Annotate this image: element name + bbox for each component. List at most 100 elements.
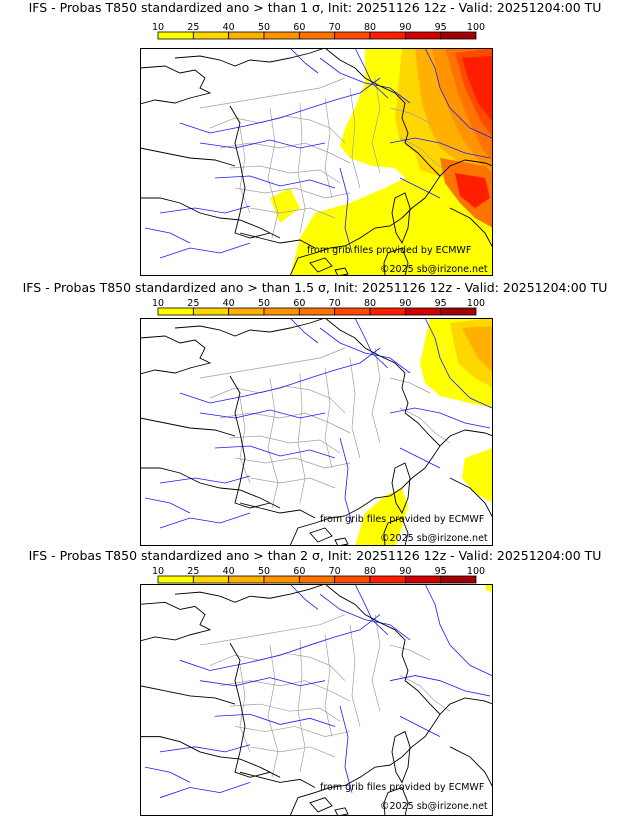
coastline: [309, 257, 333, 273]
colorbar-tick-label: 50: [258, 298, 270, 309]
colorbar-tick-label: 80: [364, 566, 376, 577]
coastline: [309, 527, 333, 543]
admin-border: [399, 675, 451, 712]
coastline: [334, 537, 349, 546]
colorbar-tick-label: 80: [364, 22, 376, 33]
coastline: [309, 797, 333, 813]
colorbar-tick-label: 60: [293, 22, 305, 33]
river-line: [399, 177, 441, 199]
panel-title: IFS - Probas T850 standardized ano > tha…: [28, 0, 602, 15]
coastline: [404, 680, 441, 715]
river-line: [159, 744, 251, 753]
map-panel-1: IFS - Probas T850 standardized ano > tha…: [0, 0, 630, 276]
river-line: [159, 512, 251, 529]
colorbar-tick-label: 50: [258, 22, 270, 33]
admin-border: [209, 115, 346, 144]
coastline: [140, 335, 212, 375]
colorbar-tick-label: 40: [223, 298, 235, 309]
colorbar-swatch: [440, 31, 477, 40]
admin-border: [219, 680, 351, 702]
coastline: [383, 517, 409, 546]
coastline: [140, 417, 236, 437]
coastline: [239, 771, 316, 788]
coastline: [404, 142, 441, 177]
admin-border: [229, 703, 341, 722]
coastline: [449, 477, 493, 519]
river-line: [354, 584, 389, 636]
colorbar-tick-label: 95: [435, 566, 447, 577]
river-line: [214, 445, 336, 459]
colorbar-swatch: [440, 307, 477, 316]
river-line: [399, 447, 441, 469]
colorbar: 10 25 40 50 60 70 80 90 95 100: [152, 566, 485, 584]
coastline: [140, 65, 212, 105]
coastline: [229, 105, 271, 239]
coastline: [289, 756, 403, 817]
river-line: [144, 227, 191, 244]
coastline: [229, 642, 271, 778]
admin-border: [297, 639, 306, 773]
river-line: [289, 318, 319, 344]
copyright-credit: ©2025 sb@irizone.net: [380, 801, 488, 812]
probability-area: [462, 448, 493, 503]
colorbar-tick-label: 95: [435, 298, 447, 309]
admin-border: [229, 435, 341, 454]
colorbar-tick-label: 10: [152, 22, 164, 33]
admin-border: [249, 746, 336, 758]
probability-map: [140, 318, 493, 546]
admin-border: [324, 634, 333, 737]
colorbar-tick-label: 25: [187, 298, 199, 309]
river-line: [319, 57, 411, 104]
river-line: [424, 48, 493, 139]
river-line: [319, 593, 411, 641]
colorbar-tick-label: 90: [399, 298, 411, 309]
admin-border: [389, 107, 431, 124]
coastline: [140, 467, 281, 509]
colorbar-tick-label: 90: [399, 566, 411, 577]
coastline: [239, 502, 316, 519]
coastline: [140, 601, 212, 642]
admin-border: [349, 87, 361, 189]
admin-border: [209, 652, 346, 681]
river-line: [199, 409, 326, 419]
admin-border: [267, 107, 279, 239]
probability-area: [485, 584, 493, 593]
river-line: [339, 706, 353, 793]
coastline: [140, 147, 236, 167]
admin-border: [199, 77, 346, 109]
coastline: [449, 207, 493, 249]
admin-border: [399, 137, 451, 174]
admin-border: [249, 207, 336, 219]
coastline: [391, 192, 411, 245]
river-line: [354, 48, 389, 99]
admin-border: [234, 726, 351, 737]
source-credit: from grib files provided by ECMWF: [320, 782, 485, 793]
coastline: [383, 247, 409, 276]
river-line: [159, 475, 251, 484]
probability-area: [270, 188, 300, 223]
coastline: [391, 730, 411, 784]
admin-border: [239, 397, 251, 484]
river-line: [389, 675, 491, 697]
coastline: [174, 318, 326, 337]
coastline: [401, 429, 493, 489]
coastline: [174, 48, 326, 67]
coastline: [404, 412, 441, 447]
colorbar-tick-label: 60: [293, 566, 305, 577]
river-line: [159, 782, 251, 799]
colorbar-tick-label: 40: [223, 22, 235, 33]
colorbar: 10 25 40 50 60 70 80 90 95 100: [152, 22, 485, 40]
colorbar-tick-label: 60: [293, 298, 305, 309]
colorbar: 10 25 40 50 60 70 80 90 95 100: [152, 298, 485, 316]
river-line: [399, 715, 441, 737]
colorbar-tick-label: 70: [329, 566, 341, 577]
colorbar-tick-label: 100: [467, 298, 485, 309]
admin-border: [297, 372, 306, 504]
colorbar-tick-label: 10: [152, 298, 164, 309]
river-line: [199, 139, 326, 149]
river-line: [159, 242, 251, 259]
admin-border: [219, 412, 351, 434]
source-credit: from grib files provided by ECMWF: [307, 245, 472, 256]
colorbar-tick-label: 40: [223, 566, 235, 577]
probability-area: [455, 173, 490, 208]
